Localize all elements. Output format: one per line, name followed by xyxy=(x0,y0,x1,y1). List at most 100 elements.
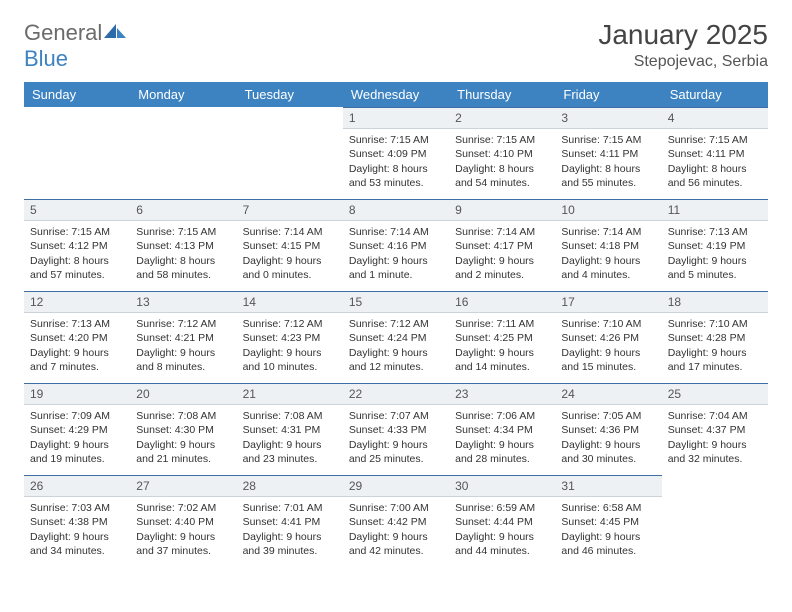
calendar-cell: 5Sunrise: 7:15 AMSunset: 4:12 PMDaylight… xyxy=(24,199,130,291)
sunrise-text: Sunrise: 7:08 AM xyxy=(243,409,337,423)
daylight-text: Daylight: 9 hours and 15 minutes. xyxy=(561,346,655,374)
sunset-text: Sunset: 4:16 PM xyxy=(349,239,443,253)
calendar-cell: 13Sunrise: 7:12 AMSunset: 4:21 PMDayligh… xyxy=(130,291,236,383)
day-number: 15 xyxy=(343,291,449,313)
daylight-text: Daylight: 9 hours and 46 minutes. xyxy=(561,530,655,558)
calendar-cell: 9 Sunrise: 7:14 AMSunset: 4:17 PMDaylight… xyxy=(449,199,555,291)
calendar-cell: 16Sunrise: 7:11 AMSunset: 4:25 PMDayligh… xyxy=(449,291,555,383)
sunset-text: Sunset: 4:09 PM xyxy=(349,147,443,161)
calendar-cell: 1Sunrise: 7:15 AMSunset: 4:09 PMDaylight… xyxy=(343,107,449,199)
sunrise-text: Sunrise: 7:00 AM xyxy=(349,501,443,515)
sunset-text: Sunset: 4:33 PM xyxy=(349,423,443,437)
sunset-text: Sunset: 4:12 PM xyxy=(30,239,124,253)
day-number: 8 xyxy=(343,199,449,221)
calendar-cell: 10Sunrise: 7:14 AMSunset: 4:18 PMDayligh… xyxy=(555,199,661,291)
calendar-cell xyxy=(662,475,768,567)
title-block: January 2025 Stepojevac, Serbia xyxy=(598,20,768,71)
calendar-cell: 22Sunrise: 7:07 AMSunset: 4:33 PMDayligh… xyxy=(343,383,449,475)
day-header: Monday xyxy=(130,82,236,107)
day-details: Sunrise: 7:12 AMSunset: 4:21 PMDaylight:… xyxy=(130,313,236,380)
sunrise-text: Sunrise: 7:15 AM xyxy=(455,133,549,147)
day-number: 11 xyxy=(662,199,768,221)
sunset-text: Sunset: 4:11 PM xyxy=(668,147,762,161)
day-details: Sunrise: 7:15 AMSunset: 4:11 PMDaylight:… xyxy=(662,129,768,196)
calendar-cell xyxy=(24,107,130,199)
day-details: Sunrise: 7:15 AMSunset: 4:12 PMDaylight:… xyxy=(24,221,130,288)
sunset-text: Sunset: 4:17 PM xyxy=(455,239,549,253)
daylight-text: Daylight: 8 hours and 55 minutes. xyxy=(561,162,655,190)
day-number: 13 xyxy=(130,291,236,313)
day-details: Sunrise: 7:15 AMSunset: 4:11 PMDaylight:… xyxy=(555,129,661,196)
calendar-cell xyxy=(130,107,236,199)
sunrise-text: Sunrise: 7:08 AM xyxy=(136,409,230,423)
sunset-text: Sunset: 4:13 PM xyxy=(136,239,230,253)
sunrise-text: Sunrise: 7:14 AM xyxy=(455,225,549,239)
day-number: 1 xyxy=(343,107,449,129)
brand-name-b: Blue xyxy=(24,46,68,71)
calendar-cell: 17Sunrise: 7:10 AMSunset: 4:26 PMDayligh… xyxy=(555,291,661,383)
calendar-cell: 18Sunrise: 7:10 AMSunset: 4:28 PMDayligh… xyxy=(662,291,768,383)
sunset-text: Sunset: 4:11 PM xyxy=(561,147,655,161)
day-details: Sunrise: 7:07 AMSunset: 4:33 PMDaylight:… xyxy=(343,405,449,472)
daylight-text: Daylight: 9 hours and 21 minutes. xyxy=(136,438,230,466)
sail-icon xyxy=(102,22,128,40)
sunrise-text: Sunrise: 7:01 AM xyxy=(243,501,337,515)
sunset-text: Sunset: 4:19 PM xyxy=(668,239,762,253)
day-details: Sunrise: 7:13 AMSunset: 4:19 PMDaylight:… xyxy=(662,221,768,288)
calendar-row: 5Sunrise: 7:15 AMSunset: 4:12 PMDaylight… xyxy=(24,199,768,291)
daylight-text: Daylight: 9 hours and 32 minutes. xyxy=(668,438,762,466)
sunrise-text: Sunrise: 7:15 AM xyxy=(668,133,762,147)
calendar-cell: 21Sunrise: 7:08 AMSunset: 4:31 PMDayligh… xyxy=(237,383,343,475)
day-details: Sunrise: 7:05 AMSunset: 4:36 PMDaylight:… xyxy=(555,405,661,472)
sunrise-text: Sunrise: 7:15 AM xyxy=(561,133,655,147)
day-header-row: Sunday Monday Tuesday Wednesday Thursday… xyxy=(24,82,768,107)
calendar-cell: 15Sunrise: 7:12 AMSunset: 4:24 PMDayligh… xyxy=(343,291,449,383)
sunrise-text: Sunrise: 7:07 AM xyxy=(349,409,443,423)
daylight-text: Daylight: 9 hours and 14 minutes. xyxy=(455,346,549,374)
sunrise-text: Sunrise: 7:13 AM xyxy=(30,317,124,331)
daylight-text: Daylight: 9 hours and 34 minutes. xyxy=(30,530,124,558)
daylight-text: Daylight: 9 hours and 44 minutes. xyxy=(455,530,549,558)
month-title: January 2025 xyxy=(598,20,768,51)
day-details: Sunrise: 7:00 AMSunset: 4:42 PMDaylight:… xyxy=(343,497,449,564)
sunset-text: Sunset: 4:42 PM xyxy=(349,515,443,529)
sunset-text: Sunset: 4:41 PM xyxy=(243,515,337,529)
day-number: 6 xyxy=(130,199,236,221)
sunset-text: Sunset: 4:24 PM xyxy=(349,331,443,345)
sunset-text: Sunset: 4:15 PM xyxy=(243,239,337,253)
day-number: 9 xyxy=(449,199,555,221)
day-number: 10 xyxy=(555,199,661,221)
sunset-text: Sunset: 4:31 PM xyxy=(243,423,337,437)
calendar-cell: 11Sunrise: 7:13 AMSunset: 4:19 PMDayligh… xyxy=(662,199,768,291)
day-number: 20 xyxy=(130,383,236,405)
day-details: Sunrise: 7:14 AMSunset: 4:15 PMDaylight:… xyxy=(237,221,343,288)
sunrise-text: Sunrise: 7:12 AM xyxy=(243,317,337,331)
day-details: Sunrise: 7:08 AMSunset: 4:31 PMDaylight:… xyxy=(237,405,343,472)
daylight-text: Daylight: 9 hours and 23 minutes. xyxy=(243,438,337,466)
brand-name-a: General xyxy=(24,20,102,45)
daylight-text: Daylight: 8 hours and 54 minutes. xyxy=(455,162,549,190)
daylight-text: Daylight: 9 hours and 28 minutes. xyxy=(455,438,549,466)
sunrise-text: Sunrise: 6:59 AM xyxy=(455,501,549,515)
calendar-cell: 7Sunrise: 7:14 AMSunset: 4:15 PMDaylight… xyxy=(237,199,343,291)
daylight-text: Daylight: 9 hours and 4 minutes. xyxy=(561,254,655,282)
day-details: Sunrise: 7:06 AMSunset: 4:34 PMDaylight:… xyxy=(449,405,555,472)
sunset-text: Sunset: 4:10 PM xyxy=(455,147,549,161)
daylight-text: Daylight: 9 hours and 2 minutes. xyxy=(455,254,549,282)
calendar-table: Sunday Monday Tuesday Wednesday Thursday… xyxy=(24,82,768,567)
sunset-text: Sunset: 4:37 PM xyxy=(668,423,762,437)
day-number: 4 xyxy=(662,107,768,129)
calendar-cell: 26Sunrise: 7:03 AMSunset: 4:38 PMDayligh… xyxy=(24,475,130,567)
calendar-cell: 4Sunrise: 7:15 AMSunset: 4:11 PMDaylight… xyxy=(662,107,768,199)
sunset-text: Sunset: 4:38 PM xyxy=(30,515,124,529)
daylight-text: Daylight: 9 hours and 30 minutes. xyxy=(561,438,655,466)
daylight-text: Daylight: 9 hours and 1 minute. xyxy=(349,254,443,282)
sunset-text: Sunset: 4:25 PM xyxy=(455,331,549,345)
calendar-cell: 19Sunrise: 7:09 AMSunset: 4:29 PMDayligh… xyxy=(24,383,130,475)
sunset-text: Sunset: 4:29 PM xyxy=(30,423,124,437)
day-details: Sunrise: 7:14 AMSunset: 4:16 PMDaylight:… xyxy=(343,221,449,288)
day-number: 26 xyxy=(24,475,130,497)
calendar-row: 12Sunrise: 7:13 AMSunset: 4:20 PMDayligh… xyxy=(24,291,768,383)
sunrise-text: Sunrise: 7:02 AM xyxy=(136,501,230,515)
location: Stepojevac, Serbia xyxy=(598,53,768,71)
